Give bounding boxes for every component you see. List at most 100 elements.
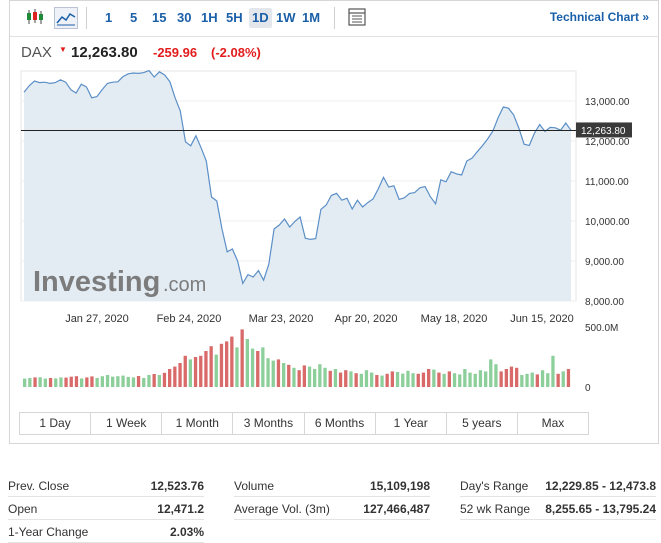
volume-bar bbox=[261, 347, 265, 387]
volume-bar bbox=[142, 377, 146, 387]
quote-change-percent: (-2.08%) bbox=[211, 45, 261, 60]
volume-bar bbox=[100, 376, 104, 387]
volume-bar bbox=[551, 355, 555, 387]
volume-bar bbox=[297, 370, 301, 387]
stat-value: 127,466,487 bbox=[363, 502, 430, 516]
volume-bar bbox=[427, 369, 431, 387]
range-1-month[interactable]: 1 Month bbox=[162, 413, 234, 434]
stat-volume: Volume 15,109,198 bbox=[234, 475, 430, 497]
range-6-months[interactable]: 6 Months bbox=[305, 413, 376, 434]
range-3-months[interactable]: 3 Months bbox=[233, 413, 305, 434]
volume-bar bbox=[271, 360, 275, 387]
period-15[interactable]: 15 bbox=[152, 10, 167, 25]
toolbar-divider bbox=[334, 7, 335, 29]
period-1h[interactable]: 1H bbox=[201, 10, 218, 25]
period-5h[interactable]: 5H bbox=[226, 10, 243, 25]
y-tick-label: 10,000.00 bbox=[585, 217, 630, 228]
period-30[interactable]: 30 bbox=[177, 10, 192, 25]
volume-bar bbox=[390, 371, 394, 387]
volume-bar bbox=[499, 371, 503, 387]
table-view-icon[interactable] bbox=[346, 7, 370, 29]
chart-toolbar: 1 5 15 30 1H 5H 1D 1W 1M Technical Chart… bbox=[10, 1, 658, 37]
stat-open: Open 12,471.2 bbox=[8, 498, 204, 520]
volume-bar bbox=[401, 373, 405, 387]
stat-value: 8,255.65 - 13,795.24 bbox=[545, 502, 656, 516]
volume-bar bbox=[504, 369, 508, 387]
y-tick-label: 13,000.00 bbox=[585, 97, 630, 108]
volume-bar bbox=[209, 346, 213, 387]
y-tick-label: 9,000.00 bbox=[585, 257, 624, 268]
volume-bar bbox=[111, 376, 115, 387]
volume-bar bbox=[323, 367, 327, 387]
stat-label: Prev. Close bbox=[8, 479, 70, 493]
volume-bar bbox=[178, 363, 182, 387]
volume-bar bbox=[95, 377, 99, 387]
volume-bar bbox=[245, 339, 249, 387]
range-1-year[interactable]: 1 Year bbox=[376, 413, 447, 434]
volume-bar bbox=[509, 366, 514, 387]
volume-bar bbox=[126, 376, 130, 387]
stat-label: Open bbox=[8, 502, 38, 516]
volume-bar bbox=[131, 377, 136, 387]
volume-bar bbox=[478, 370, 483, 387]
volume-bar bbox=[364, 370, 369, 387]
volume-bar bbox=[69, 376, 73, 387]
volume-bar bbox=[411, 373, 415, 387]
stat-value: 15,109,198 bbox=[369, 479, 430, 493]
volume-bar bbox=[546, 373, 550, 387]
period-1d[interactable]: 1D bbox=[249, 8, 272, 28]
period-5[interactable]: 5 bbox=[130, 10, 138, 25]
x-tick-label: Mar 23, 2020 bbox=[249, 313, 314, 325]
range-max[interactable]: Max bbox=[541, 416, 565, 430]
price-line bbox=[23, 69, 572, 285]
x-tick-label: May 18, 2020 bbox=[421, 313, 488, 325]
volume-bar bbox=[566, 369, 571, 387]
volume-bar bbox=[370, 372, 374, 387]
last-price-tag-text: 12,263.80 bbox=[581, 126, 626, 137]
volume-bar bbox=[250, 348, 255, 387]
stat-value: 12,523.76 bbox=[150, 479, 204, 493]
range-1-week[interactable]: 1 Week bbox=[91, 413, 163, 434]
volume-bar bbox=[54, 378, 58, 387]
period-1m[interactable]: 1M bbox=[302, 10, 321, 25]
range-5-years[interactable]: 5 years bbox=[447, 413, 518, 434]
volume-bar bbox=[282, 363, 286, 387]
volume-bar bbox=[484, 371, 488, 387]
volume-bar bbox=[240, 329, 244, 387]
volume-bar bbox=[328, 370, 332, 387]
quote-symbol: DAX bbox=[21, 44, 52, 61]
volume-bar bbox=[463, 369, 467, 387]
technical-chart-link[interactable]: Technical Chart » bbox=[550, 10, 649, 24]
volume-bar bbox=[468, 372, 472, 387]
volume-tick-label: 500.0M bbox=[585, 323, 618, 334]
stat-days-range: Day's Range 12,229.85 - 12,473.8 bbox=[460, 475, 656, 497]
price-area-fill bbox=[24, 70, 571, 301]
candlestick-chart-icon[interactable] bbox=[24, 7, 48, 29]
watermark-brand: Investing bbox=[33, 266, 160, 298]
range-1-day[interactable]: 1 Day bbox=[20, 413, 92, 434]
volume-bar bbox=[292, 367, 296, 387]
price-chart[interactable]: Investing .com 13,000.00 12,000.00 11,000.… bbox=[10, 1, 658, 411]
toolbar-divider bbox=[86, 7, 87, 29]
stat-value: 12,471.2 bbox=[157, 502, 204, 516]
volume-bar bbox=[193, 357, 198, 387]
volume-bar bbox=[359, 373, 363, 387]
period-1w[interactable]: 1W bbox=[276, 10, 296, 25]
down-arrow-icon: ▼ bbox=[59, 45, 67, 54]
volume-bar bbox=[157, 375, 161, 387]
volume-bar bbox=[256, 351, 260, 387]
area-chart-icon[interactable] bbox=[54, 7, 78, 29]
x-tick-label: Jun 15, 2020 bbox=[510, 313, 574, 325]
volume-bar bbox=[421, 372, 426, 387]
volume-bar bbox=[525, 373, 529, 387]
volume-bar bbox=[561, 371, 565, 387]
volume-bar bbox=[214, 354, 218, 387]
stat-prev-close: Prev. Close 12,523.76 bbox=[8, 475, 204, 497]
period-1[interactable]: 1 bbox=[105, 10, 113, 25]
volume-bar bbox=[152, 374, 156, 387]
volume-bar bbox=[121, 375, 125, 387]
volume-bar bbox=[473, 373, 477, 387]
y-tick-label: 8,000.00 bbox=[585, 297, 624, 308]
volume-bar bbox=[147, 375, 151, 387]
double-chevron-right-icon: » bbox=[642, 10, 649, 24]
